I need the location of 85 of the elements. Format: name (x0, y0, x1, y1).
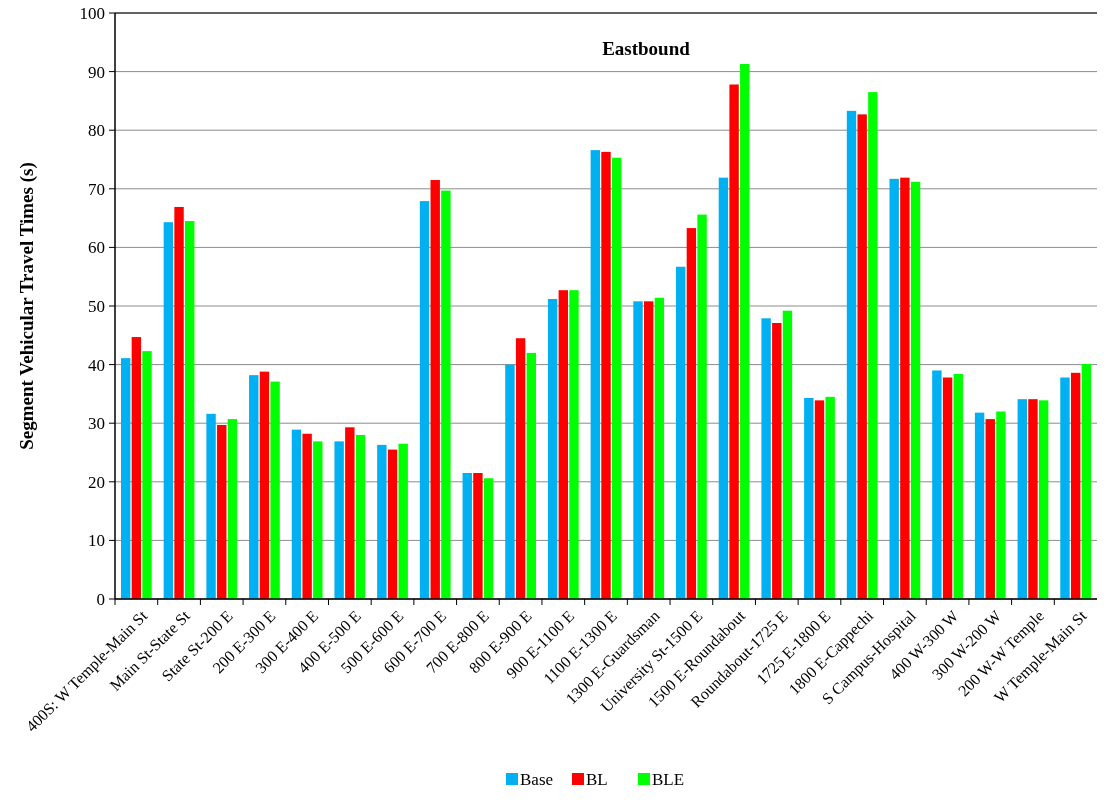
bar (729, 84, 739, 599)
y-tick-label: 10 (88, 531, 105, 551)
bar (633, 301, 643, 599)
bar (1028, 399, 1038, 599)
bar (686, 228, 697, 599)
bar (259, 371, 270, 599)
bar (174, 206, 184, 599)
bar (910, 181, 921, 599)
bar (1081, 364, 1092, 599)
bar (345, 427, 355, 599)
bar (185, 221, 195, 599)
bar (601, 151, 611, 599)
bar (740, 63, 750, 599)
bar (1070, 372, 1081, 599)
bar (718, 177, 729, 599)
bar (985, 419, 995, 599)
bar (825, 396, 835, 599)
bar (804, 398, 814, 599)
bar (526, 352, 536, 599)
bar (505, 364, 515, 599)
y-tick-label: 50 (88, 296, 105, 316)
y-tick-label: 60 (88, 238, 105, 258)
bar (462, 473, 472, 599)
y-tick-label: 30 (88, 414, 105, 434)
bar (131, 337, 142, 599)
bar (558, 290, 568, 599)
bar (217, 424, 227, 599)
bar (942, 377, 953, 599)
bar (547, 298, 558, 599)
bar (430, 180, 440, 599)
bar (868, 92, 878, 599)
bar (249, 375, 259, 599)
bar (227, 419, 238, 599)
bar (782, 310, 793, 599)
bar (334, 441, 344, 599)
bar (1060, 377, 1070, 599)
bar (932, 370, 942, 599)
legend-label: Base (520, 770, 554, 789)
bar (163, 222, 174, 599)
bar (590, 150, 601, 599)
bar (569, 290, 579, 599)
bar (419, 201, 430, 599)
y-tick-label: 70 (88, 179, 105, 199)
bar (355, 434, 366, 599)
bar (772, 322, 782, 599)
bar (900, 177, 910, 599)
y-axis-title: Segment Vehicular Travel Times (s) (16, 162, 38, 450)
bar (611, 157, 622, 599)
bar (387, 449, 398, 599)
y-tick-label: 0 (96, 589, 105, 609)
bar (515, 338, 526, 599)
bar (206, 413, 216, 599)
bar (644, 301, 654, 599)
y-tick-label: 20 (88, 472, 105, 492)
bar (441, 190, 451, 599)
bar (697, 214, 707, 599)
bar (846, 110, 857, 599)
legend-label: BL (586, 770, 608, 789)
bar (483, 478, 494, 599)
bar (953, 373, 963, 599)
bar (761, 318, 771, 599)
bar (1017, 399, 1027, 599)
bar (676, 266, 686, 599)
bar (996, 411, 1006, 599)
bar (814, 400, 825, 599)
bar (120, 358, 131, 599)
legend-label: BLE (652, 770, 685, 789)
bar (889, 178, 899, 599)
bar (974, 412, 985, 599)
bar (473, 473, 483, 599)
y-tick-label: 40 (88, 355, 105, 375)
bar (142, 351, 152, 599)
y-tick-label: 90 (88, 62, 105, 82)
text: Eastbound (602, 38, 691, 59)
y-tick-label: 100 (79, 3, 105, 23)
bar (1038, 400, 1049, 599)
bar (377, 444, 387, 599)
bar (398, 443, 408, 599)
bar (313, 441, 323, 599)
bar (654, 297, 665, 599)
bar (291, 429, 302, 599)
bar (857, 114, 867, 599)
bar (302, 433, 312, 599)
y-tick-label: 80 (88, 121, 105, 141)
bar (270, 381, 280, 599)
